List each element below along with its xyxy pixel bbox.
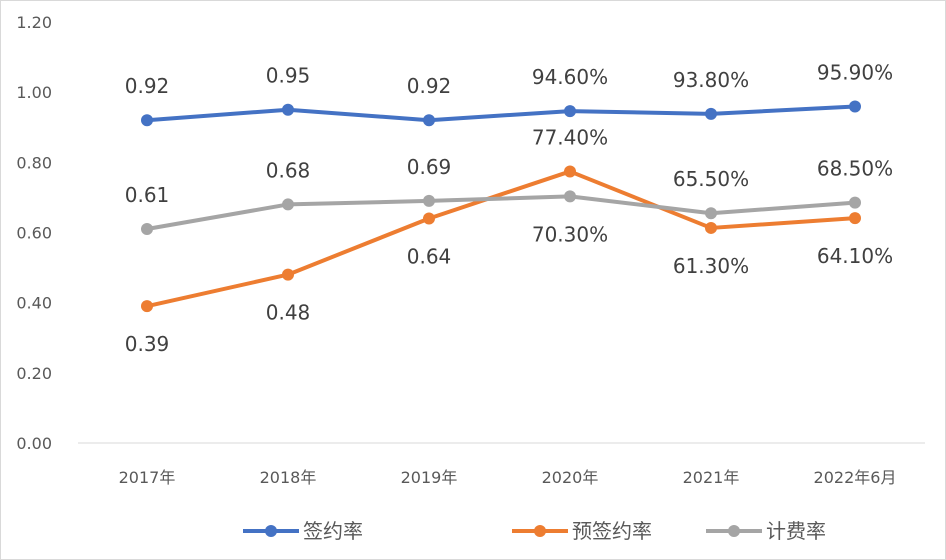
y-tick-label: 0.00 [16, 434, 52, 453]
data-label: 68.50% [817, 157, 893, 181]
data-point [282, 198, 294, 211]
data-label: 93.80% [673, 68, 749, 92]
data-point [282, 103, 294, 116]
data-point [141, 300, 153, 313]
data-point [423, 194, 435, 207]
legend-label: 签约率 [303, 519, 363, 543]
data-point [849, 100, 861, 113]
data-point [141, 222, 153, 235]
data-label: 0.92 [125, 74, 170, 98]
data-label: 0.69 [407, 155, 452, 179]
y-tick-label: 0.80 [16, 153, 52, 172]
series-line-1 [146, 169, 856, 309]
data-label: 0.39 [125, 332, 170, 356]
data-label: 0.92 [407, 74, 452, 98]
legend-label: 计费率 [766, 519, 826, 543]
data-point [564, 190, 576, 203]
data-point [423, 114, 435, 127]
data-label: 70.30% [532, 222, 608, 246]
data-point [849, 196, 861, 209]
x-tick-label: 2020年 [542, 468, 599, 487]
x-tick-label: 2018年 [260, 468, 317, 487]
data-label: 0.95 [266, 64, 311, 88]
data-point [705, 221, 717, 234]
data-point [564, 165, 576, 178]
legend-marker-1 [534, 525, 546, 537]
legend-label: 预签约率 [572, 519, 652, 543]
y-tick-label: 0.40 [16, 294, 52, 313]
data-point [141, 114, 153, 127]
data-label: 95.90% [817, 61, 893, 85]
legend-marker-0 [265, 525, 277, 537]
y-tick-label: 1.00 [16, 83, 52, 102]
legend-marker-2 [728, 525, 740, 537]
data-point [423, 212, 435, 225]
data-point [705, 107, 717, 120]
x-tick-label: 2017年 [119, 468, 176, 487]
data-point [849, 212, 861, 225]
data-point [705, 207, 717, 220]
data-label: 94.60% [532, 65, 608, 89]
x-tick-label: 2021年 [683, 468, 740, 487]
data-label: 64.10% [817, 244, 893, 268]
data-label: 0.68 [266, 158, 311, 182]
series-line-2 [146, 194, 856, 231]
data-point [282, 268, 294, 281]
data-label: 0.61 [125, 183, 170, 207]
y-tick-label: 0.20 [16, 364, 52, 383]
data-point [564, 105, 576, 118]
series-line-0 [146, 104, 856, 123]
data-label: 0.64 [407, 244, 452, 268]
y-tick-label: 1.20 [16, 13, 52, 32]
data-label: 61.30% [673, 254, 749, 278]
y-tick-label: 0.60 [16, 224, 52, 243]
data-label: 77.40% [532, 125, 608, 149]
x-tick-label: 2022年6月 [814, 468, 897, 487]
x-tick-label: 2019年 [401, 468, 458, 487]
data-label: 65.50% [673, 167, 749, 191]
data-label: 0.48 [266, 301, 311, 325]
